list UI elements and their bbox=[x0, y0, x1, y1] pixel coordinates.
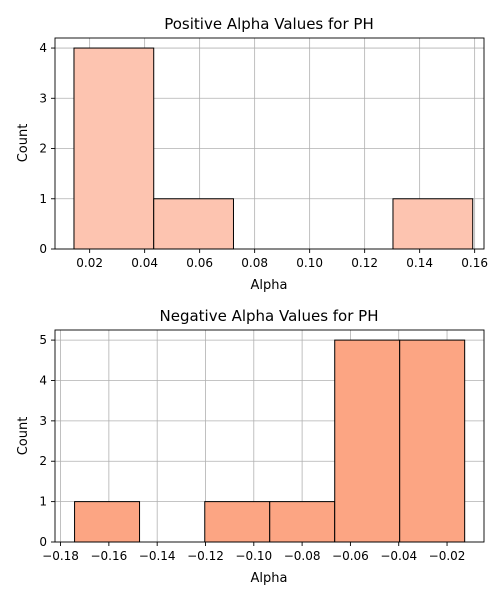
negative-alpha-y-tick-label: 1 bbox=[39, 495, 47, 509]
negative-alpha-x-tick-label: −0.08 bbox=[284, 549, 321, 563]
negative-alpha-axes-frame bbox=[54, 329, 485, 543]
negative-alpha-title: Negative Alpha Values for PH bbox=[160, 307, 379, 325]
positive-alpha-y-tick-label: 0 bbox=[39, 242, 47, 256]
positive-alpha-x-tick-label: 0.02 bbox=[76, 256, 103, 270]
positive-alpha-title: Positive Alpha Values for PH bbox=[164, 15, 374, 33]
negative-alpha-y-tick-label: 4 bbox=[39, 373, 47, 387]
negative-alpha-x-tick-label: −0.10 bbox=[235, 549, 272, 563]
negative-alpha-y-tick-label: 2 bbox=[39, 454, 47, 468]
negative-alpha-x-tick-label: −0.06 bbox=[332, 549, 369, 563]
negative-alpha-x-axis-label: Alpha bbox=[251, 571, 288, 586]
positive-alpha-panel: 0.02 0.04 0.06 0.08 0.10 0.12 0.14 0.16 0 1 2 3 4 Po… bbox=[16, 15, 488, 293]
negative-alpha-bar bbox=[334, 339, 401, 543]
positive-alpha-x-tick-label: 0.14 bbox=[406, 256, 433, 270]
negative-alpha-y-tick-label: 3 bbox=[39, 414, 47, 428]
positive-alpha-x-tick-label: 0.08 bbox=[241, 256, 268, 270]
positive-alpha-y-axis-label: Count bbox=[16, 124, 31, 163]
negative-alpha-x-tick-label: −0.16 bbox=[90, 549, 127, 563]
positive-alpha-y-tick-label: 2 bbox=[39, 142, 47, 156]
positive-alpha-bar bbox=[392, 198, 474, 250]
positive-alpha-x-tick-label: 0.04 bbox=[131, 256, 158, 270]
negative-alpha-x-tick-label: −0.04 bbox=[380, 549, 417, 563]
positive-alpha-x-axis-label: Alpha bbox=[251, 278, 288, 293]
positive-alpha-x-tick-label: 0.10 bbox=[296, 256, 323, 270]
positive-alpha-bar bbox=[73, 47, 155, 250]
positive-alpha-x-tick-label: 0.16 bbox=[461, 256, 488, 270]
positive-alpha-y-tick-label: 1 bbox=[39, 192, 47, 206]
negative-alpha-bar bbox=[74, 501, 141, 543]
negative-alpha-y-tick-label: 0 bbox=[39, 535, 47, 549]
positive-alpha-y-tick-label: 4 bbox=[39, 41, 47, 55]
positive-alpha-axes-frame bbox=[54, 37, 485, 250]
negative-alpha-x-tick-label: −0.02 bbox=[429, 549, 466, 563]
negative-alpha-y-tick-label: 5 bbox=[39, 333, 47, 347]
negative-alpha-x-tick-label: −0.14 bbox=[139, 549, 176, 563]
positive-alpha-x-tick-label: 0.06 bbox=[186, 256, 213, 270]
negative-alpha-bar bbox=[399, 339, 466, 543]
positive-alpha-bar bbox=[153, 198, 234, 250]
negative-alpha-x-tick-label: −0.12 bbox=[187, 549, 224, 563]
negative-alpha-bar bbox=[269, 501, 336, 543]
negative-alpha-x-tick-label: −0.18 bbox=[42, 549, 79, 563]
positive-alpha-x-tick-label: 0.12 bbox=[351, 256, 378, 270]
positive-alpha-y-tick-label: 3 bbox=[39, 91, 47, 105]
negative-alpha-y-axis-label: Count bbox=[16, 417, 31, 456]
negative-alpha-panel: −0.18 −0.16 −0.14 −0.12 −0.10 −0.08 −0.06 −0.04… bbox=[16, 307, 485, 586]
negative-alpha-bar bbox=[204, 501, 271, 543]
